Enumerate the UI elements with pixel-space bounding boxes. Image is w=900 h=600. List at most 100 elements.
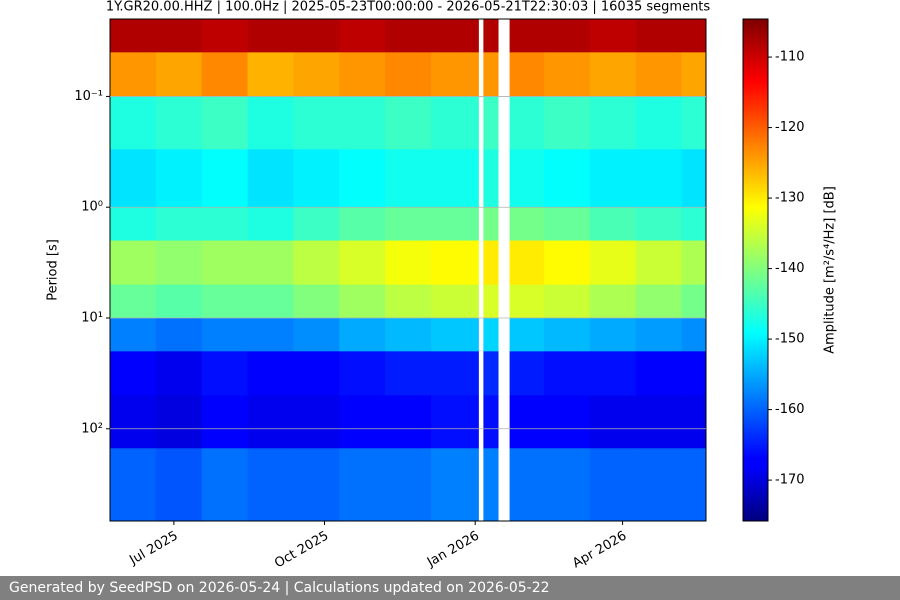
heatmap-cell [201,448,248,522]
heatmap-cell [430,19,479,53]
heatmap-cell [635,317,682,352]
heatmap-cell [385,96,432,150]
heatmap-cell [635,351,682,396]
heatmap-cell [293,351,340,396]
heatmap-cell [681,284,707,319]
heatmap-cell [430,52,479,97]
heatmap-cell [543,52,591,97]
heatmap-cell [681,149,707,208]
heatmap-cell [543,395,591,449]
heatmap-cell [589,149,637,208]
heatmap-cell [681,351,707,396]
heatmap-cell [543,19,591,53]
heatmap-cell [509,317,545,352]
heatmap-cell [543,207,591,241]
heatmap-cell [589,19,637,53]
heatmap-cell [110,317,157,352]
y-tick-label: 10¹ [81,310,103,325]
heatmap-cell [635,448,682,522]
heatmap-cell [483,284,499,319]
colorbar [742,18,769,522]
heatmap-cell [110,207,157,241]
heatmap-cell [293,317,340,352]
heatmap-cell [155,448,203,522]
heatmap-cell [155,317,203,352]
heatmap-cell [509,240,545,286]
heatmap-cell [293,149,340,208]
colorbar-label: Amplitude [m²/s⁴/Hz] [dB] [823,186,838,354]
heatmap-cell [635,240,682,286]
plot-frame [109,18,707,522]
chart-title: 1Y.GR20.00.HHZ | 100.0Hz | 2025-05-23T00… [106,0,711,15]
heatmap-cell [110,448,157,522]
heatmap-cell [293,207,340,241]
heatmap-cell [201,19,248,53]
heatmap-cell [543,284,591,319]
heatmap-cell [385,240,432,286]
heatmap-cell [110,351,157,396]
heatmap-cell [430,284,479,319]
heatmap-cell [247,317,294,352]
heatmap-cell [293,284,340,319]
heatmap-cell [589,395,637,449]
heatmap-cell [155,96,203,150]
heatmap-cell [483,149,499,208]
heatmap-cell [430,351,479,396]
heatmap-cell [247,52,294,97]
heatmap-cell [247,96,294,150]
heatmap-cell [339,96,386,150]
heatmap-cell [589,284,637,319]
heatmap-cell [293,240,340,286]
heatmap-cell [681,207,707,241]
x-tick-label: Apr 2026 [570,529,629,572]
heatmap-cell [635,96,682,150]
heatmap-cell [385,351,432,396]
heatmap-cell [589,52,637,97]
heatmap-cell [681,448,707,522]
heatmap-cell [293,96,340,150]
heatmap-cell [509,395,545,449]
heatmap-cell [681,317,707,352]
heatmap-cell [201,351,248,396]
heatmap-cell [509,448,545,522]
heatmap-cell [483,207,499,241]
colorbar-tick-label: -140 [775,261,805,276]
heatmap-cell [635,52,682,97]
heatmap-cell [483,19,499,53]
heatmap-cell [110,240,157,286]
heatmap-cell [247,351,294,396]
heatmap-cell [509,52,545,97]
heatmap-cell [430,240,479,286]
heatmap-cell [293,395,340,449]
heatmap-cell [589,240,637,286]
heatmap-cell [589,448,637,522]
heatmap-cell [509,19,545,53]
heatmap-cell [543,240,591,286]
heatmap-cell [483,96,499,150]
heatmap-cell [339,207,386,241]
x-tick-label: Jul 2025 [126,529,180,569]
heatmap-cell [385,207,432,241]
heatmap-cell [385,448,432,522]
heatmap-cell [430,448,479,522]
heatmap-cell [635,395,682,449]
heatmap-cell [201,149,248,208]
heatmap [110,19,707,522]
heatmap-cell [589,351,637,396]
heatmap-cell [247,207,294,241]
colorbar-tick-label: -150 [775,332,805,347]
chart: 1Y.GR20.00.HHZ | 100.0Hz | 2025-05-23T00… [46,0,838,572]
heatmap-cell [509,351,545,396]
heatmap-cell [201,317,248,352]
heatmap-cell [430,96,479,150]
heatmap-cell [385,52,432,97]
heatmap-cell [110,284,157,319]
heatmap-cell [201,96,248,150]
heatmap-cell [385,149,432,208]
heatmap-cell [430,317,479,352]
heatmap-cell [155,240,203,286]
heatmap-cell [681,395,707,449]
heatmap-cell [155,19,203,53]
heatmap-cell [589,96,637,150]
